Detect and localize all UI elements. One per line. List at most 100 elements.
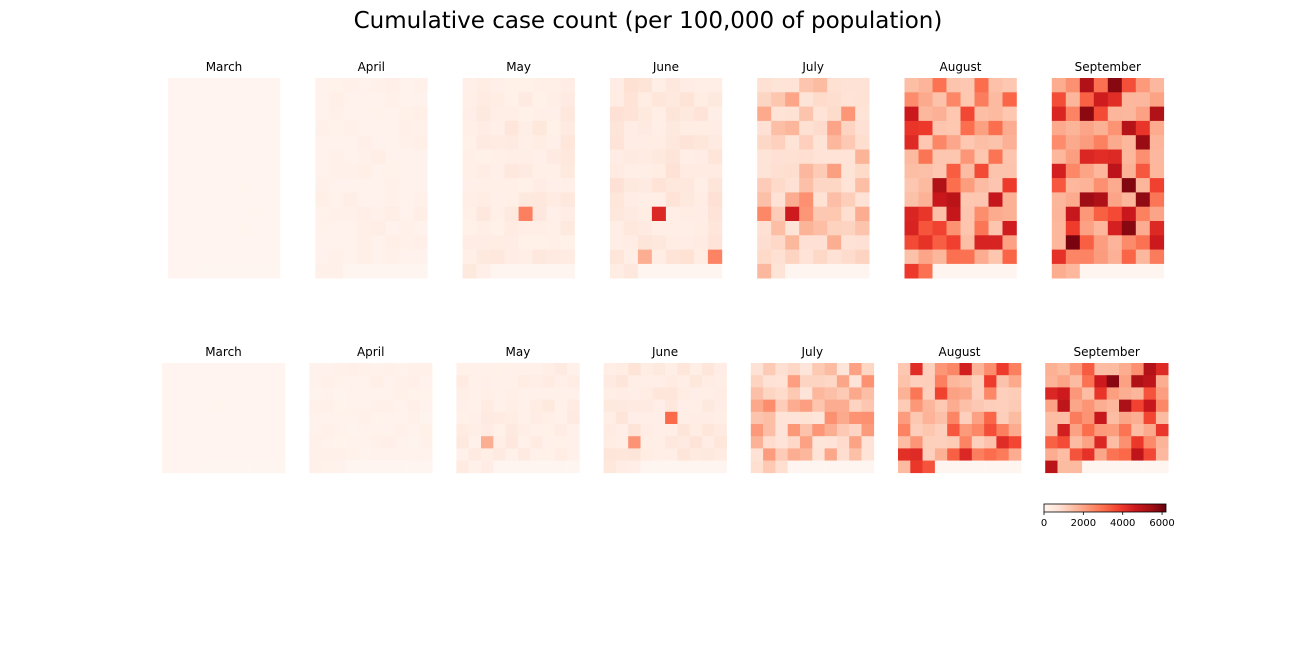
heatmap-cell [224, 235, 239, 250]
heatmap-cell [918, 163, 933, 179]
heatmap-cell [652, 399, 666, 413]
heatmap-cell [988, 163, 1003, 179]
top-panel-title-april: April [357, 60, 386, 74]
heatmap-cell [800, 448, 813, 461]
heatmap-cell [456, 424, 469, 437]
heatmap-cell [518, 106, 533, 122]
heatmap-cell [898, 387, 911, 400]
heatmap-cell [988, 206, 1003, 222]
heatmap-cell [223, 387, 237, 400]
heatmap-cell [343, 221, 358, 236]
heatmap-cell [763, 387, 776, 400]
heatmap-cell [1121, 263, 1137, 279]
heatmap-cell [702, 375, 715, 388]
heatmap-cell [1057, 375, 1071, 388]
heatmap-cell [490, 135, 505, 150]
heatmap-cell [785, 163, 800, 179]
heatmap-cell [677, 411, 690, 425]
heatmap-cell [315, 263, 330, 279]
heatmap-cell [960, 78, 975, 93]
heatmap-cell [988, 120, 1003, 136]
heatmap-cell [827, 249, 842, 265]
heatmap-cell [677, 399, 690, 413]
heatmap-cell [168, 163, 183, 179]
heatmap-cell [1121, 178, 1137, 193]
heatmap-cell [182, 163, 197, 179]
heatmap-cell [861, 448, 875, 461]
heatmap-cell [898, 424, 911, 437]
heatmap-cell [260, 460, 273, 474]
heatmap-cell [542, 448, 556, 461]
bottom-panel-title-april: April [356, 345, 385, 359]
heatmap-cell [1107, 78, 1123, 93]
heatmap-cell [1065, 206, 1081, 222]
heatmap-cell [329, 120, 344, 136]
heatmap-cell [971, 411, 985, 425]
heatmap-cell [343, 206, 358, 222]
heatmap-cell [1143, 387, 1157, 400]
heatmap-cell [1121, 120, 1137, 136]
heatmap-cell [357, 135, 372, 150]
heatmap-cell [504, 92, 519, 107]
heatmap-cell [546, 249, 561, 265]
heatmap-cell [476, 263, 491, 279]
heatmap-cell [490, 178, 505, 193]
heatmap-cell [785, 221, 800, 236]
heatmap-cell [763, 448, 776, 461]
heatmap-cell [1135, 235, 1151, 250]
heatmap-cell [1135, 78, 1151, 93]
heatmap-cell [333, 375, 347, 388]
heatmap-cell [775, 460, 788, 474]
heatmap-cell [827, 263, 842, 279]
heatmap-cell [560, 192, 575, 207]
heatmap-cell [517, 448, 531, 461]
heatmap-cell [1149, 235, 1165, 250]
heatmap-cell [224, 120, 239, 136]
heatmap-cell [329, 235, 344, 250]
heatmap-cell [946, 135, 961, 150]
heatmap-cell [800, 424, 813, 437]
heatmap-cell [750, 448, 764, 461]
heatmap-cell [309, 448, 322, 461]
heatmap-cell [1155, 460, 1169, 474]
heatmap-cell [689, 436, 703, 449]
heatmap-cell [702, 436, 715, 449]
heatmap-cell [493, 363, 506, 376]
heatmap-cell [934, 399, 948, 413]
heatmap-cell [988, 135, 1003, 150]
heatmap-cell [960, 106, 975, 122]
heatmap-cell [898, 460, 911, 474]
heatmap-cell [1155, 363, 1169, 376]
top-panel-march [168, 78, 281, 279]
heatmap-cell [1094, 436, 1107, 449]
heatmap-cell [567, 411, 580, 425]
heatmap-cell [370, 387, 384, 400]
heatmap-cell [904, 149, 919, 165]
heatmap-cell [1051, 221, 1067, 236]
heatmap-cell [679, 163, 695, 179]
heatmap-cell [346, 387, 359, 400]
heatmap-cell [196, 235, 211, 250]
heatmap-cell [855, 149, 870, 165]
heatmap-cell [174, 363, 187, 376]
heatmap-cell [542, 460, 556, 474]
heatmap-cell [371, 192, 386, 207]
heatmap-cell [996, 363, 1009, 376]
heatmap-cell [517, 375, 531, 388]
heatmap-cell [399, 78, 414, 93]
heatmap-cell [861, 460, 875, 474]
heatmap-cell [800, 460, 813, 474]
heatmap-cell [836, 424, 850, 437]
heatmap-cell [988, 221, 1003, 236]
heatmap-cell [546, 206, 561, 222]
heatmap-cell [813, 149, 828, 165]
heatmap-cell [1149, 149, 1165, 165]
heatmap-cell [346, 448, 359, 461]
heatmap-cell [343, 263, 358, 279]
heatmap-cell [395, 424, 408, 437]
heatmap-cell [162, 424, 175, 437]
heatmap-cell [932, 163, 947, 179]
heatmap-cell [490, 263, 505, 279]
heatmap-cell [849, 436, 862, 449]
heatmap-cell [750, 387, 764, 400]
